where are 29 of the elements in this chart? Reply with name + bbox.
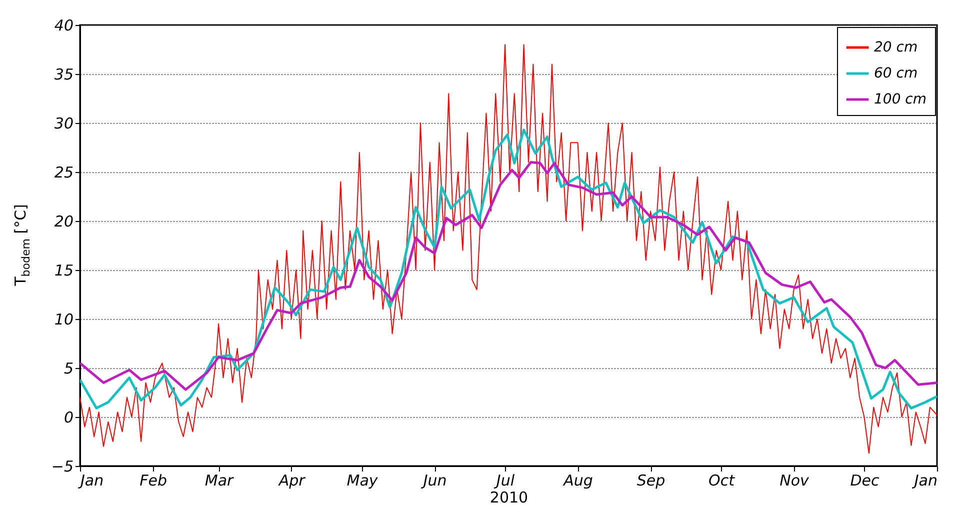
- x-tick-label: Jan: [911, 472, 938, 490]
- y-tick-label: −5: [51, 458, 74, 476]
- y-tick-label: 5: [64, 360, 74, 378]
- y-tick-label: 25: [54, 164, 74, 182]
- legend-label: 60 cm: [874, 66, 918, 82]
- legend-label: 100 cm: [874, 92, 927, 108]
- y-tick-label: 15: [54, 262, 74, 280]
- x-tick-label: Mar: [204, 472, 234, 490]
- x-tick-label: May: [346, 472, 379, 490]
- x-tick-label: Nov: [780, 472, 810, 490]
- legend-label: 20 cm: [874, 40, 918, 56]
- x-tick-label: Apr: [278, 472, 306, 490]
- x-tick-label: Dec: [850, 472, 880, 490]
- y-tick-label: 20: [54, 212, 74, 230]
- line-series: [80, 128, 937, 410]
- x-axis-title: 2010: [490, 488, 528, 506]
- x-tick-label: Sep: [636, 472, 666, 490]
- y-tick-label: 30: [54, 114, 74, 132]
- y-tick-label: 10: [54, 310, 74, 328]
- x-tick-label: Oct: [708, 472, 736, 490]
- y-tick-label: 35: [54, 66, 74, 84]
- y-tick-label: 40: [54, 16, 74, 34]
- x-tick-label: Feb: [140, 472, 167, 490]
- x-tick-label: Jun: [420, 472, 447, 490]
- y-tick-label: 0: [64, 408, 74, 426]
- x-tick-label: Jul: [493, 472, 516, 490]
- line-series: [80, 160, 937, 391]
- x-tick-label: Aug: [562, 472, 593, 490]
- x-tick-label: Jan: [78, 472, 104, 490]
